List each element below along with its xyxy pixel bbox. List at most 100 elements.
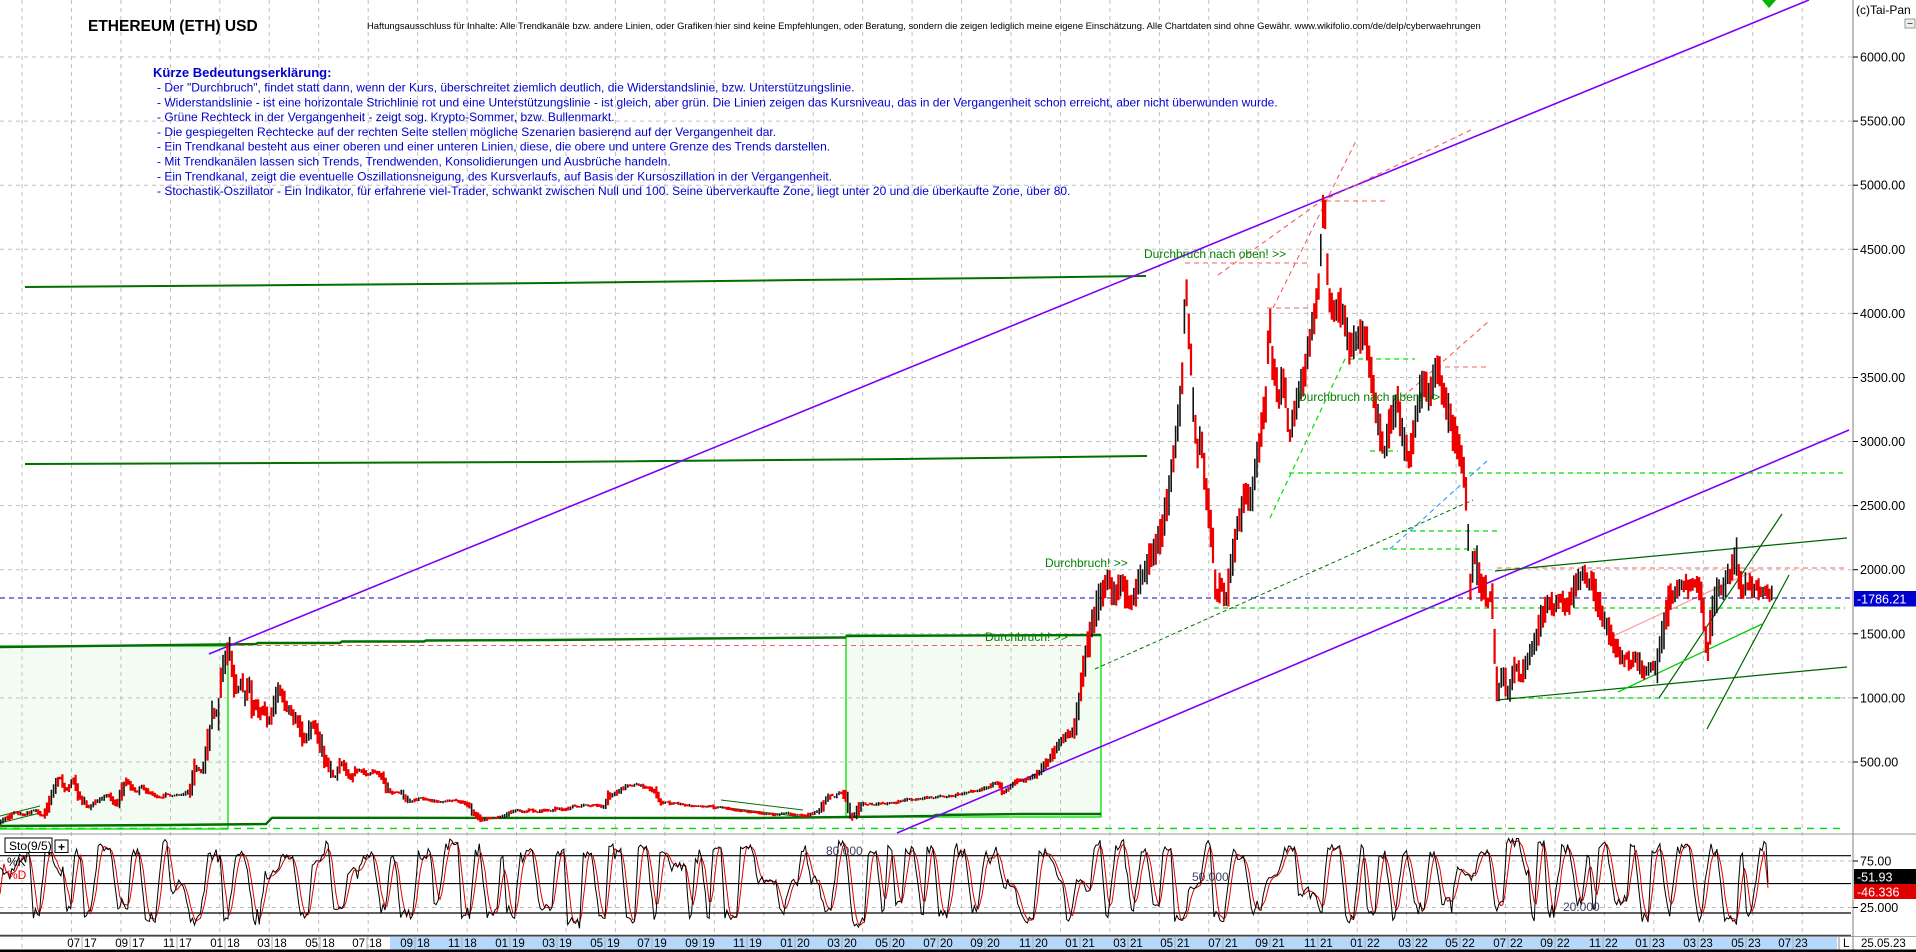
svg-text:L: L: [1843, 938, 1850, 950]
svg-text:4500.00: 4500.00: [1860, 243, 1905, 257]
svg-text:- Ein Trendkanal besteht aus e: - Ein Trendkanal besteht aus einer obere…: [157, 140, 830, 154]
svg-text:5500.00: 5500.00: [1860, 115, 1905, 129]
svg-text:03: 03: [1683, 938, 1696, 950]
svg-text:-51.93: -51.93: [1857, 871, 1892, 885]
svg-text:09: 09: [1255, 938, 1268, 950]
svg-text:- Stochastik-Oszillator - Ein: - Stochastik-Oszillator - Ein Indikator,…: [157, 184, 1070, 198]
svg-text:80.000: 80.000: [826, 844, 863, 858]
svg-text:05: 05: [1731, 938, 1744, 950]
svg-text:07: 07: [1493, 938, 1506, 950]
svg-text:- Ein Trendkanal, zeigt die ev: - Ein Trendkanal, zeigt die eventuelle O…: [157, 169, 832, 183]
svg-text:11: 11: [1589, 938, 1601, 950]
svg-text:20: 20: [844, 938, 857, 950]
svg-text:22: 22: [1415, 938, 1428, 950]
svg-text:11: 11: [448, 938, 460, 950]
svg-text:09: 09: [400, 938, 413, 950]
svg-text:23: 23: [1795, 938, 1808, 950]
svg-text:25.000: 25.000: [1860, 901, 1898, 915]
svg-text:- Mit Trendkanälen lassen sich: - Mit Trendkanälen lassen sich Trends, T…: [157, 155, 671, 169]
svg-text:18: 18: [369, 938, 382, 950]
svg-text:05: 05: [305, 938, 318, 950]
svg-text:21: 21: [1177, 938, 1190, 950]
svg-text:20: 20: [892, 938, 905, 950]
svg-text:Haftungsausschluss für Inhalte: Haftungsausschluss für Inhalte: Alle Tre…: [367, 20, 1481, 31]
svg-text:11: 11: [733, 938, 745, 950]
svg-text:3500.00: 3500.00: [1860, 371, 1905, 385]
svg-text:01: 01: [210, 938, 223, 950]
svg-text:05: 05: [1445, 938, 1458, 950]
svg-text:01: 01: [1350, 938, 1363, 950]
svg-text:2500.00: 2500.00: [1860, 499, 1905, 513]
svg-text:05: 05: [590, 938, 603, 950]
svg-text:- Die gespiegelten Rechtecke a: - Die gespiegelten Rechtecke auf der rec…: [157, 125, 776, 139]
svg-text:75.00: 75.00: [1860, 855, 1891, 869]
svg-text:17: 17: [84, 938, 97, 950]
svg-text:ETHEREUM (ETH) USD: ETHEREUM (ETH) USD: [88, 18, 258, 35]
svg-text:21: 21: [1082, 938, 1095, 950]
svg-text:19: 19: [559, 938, 572, 950]
svg-text:- Widerstandslinie - ist eine: - Widerstandslinie - ist eine horizontal…: [157, 95, 1278, 109]
svg-text:03: 03: [827, 938, 840, 950]
svg-text:- Grüne Rechteck in der Vergan: - Grüne Rechteck in der Vergangenheit - …: [157, 110, 615, 124]
svg-text:2000.00: 2000.00: [1860, 563, 1905, 577]
svg-text:22: 22: [1367, 938, 1380, 950]
svg-text:Sto(9/5): Sto(9/5): [9, 839, 52, 853]
svg-text:-46.336: -46.336: [1857, 886, 1899, 900]
svg-text:21: 21: [1272, 938, 1285, 950]
svg-text:07: 07: [923, 938, 936, 950]
svg-text:- Der "Durchbruch", findet sta: - Der "Durchbruch", findet statt dann, w…: [157, 81, 855, 95]
svg-text:3000.00: 3000.00: [1860, 435, 1905, 449]
svg-text:(c)Tai-Pan: (c)Tai-Pan: [1856, 3, 1911, 17]
svg-text:18: 18: [274, 938, 287, 950]
svg-text:20: 20: [797, 938, 810, 950]
svg-text:%K: %K: [7, 855, 26, 869]
svg-text:09: 09: [115, 938, 128, 950]
svg-text:01: 01: [1065, 938, 1078, 950]
svg-text:18: 18: [417, 938, 430, 950]
svg-text:09: 09: [970, 938, 983, 950]
svg-text:5000.00: 5000.00: [1860, 179, 1905, 193]
svg-text:Durchbruch! >>: Durchbruch! >>: [985, 630, 1068, 644]
svg-text:19: 19: [654, 938, 667, 950]
svg-text:23: 23: [1652, 938, 1665, 950]
svg-text:Durchbruch nach oben! >>: Durchbruch nach oben! >>: [1298, 390, 1440, 404]
svg-text:23: 23: [1748, 938, 1761, 950]
svg-text:22: 22: [1462, 938, 1475, 950]
svg-text:09: 09: [685, 938, 698, 950]
svg-text:17: 17: [132, 938, 145, 950]
svg-text:22: 22: [1557, 938, 1570, 950]
svg-text:4000.00: 4000.00: [1860, 307, 1905, 321]
svg-text:03: 03: [542, 938, 555, 950]
svg-text:21: 21: [1130, 938, 1143, 950]
svg-text:500.00: 500.00: [1860, 756, 1898, 770]
svg-text:Kürze Bedeutungserklärung:: Kürze Bedeutungserklärung:: [153, 65, 331, 80]
svg-text:07: 07: [352, 938, 365, 950]
svg-text:07: 07: [1208, 938, 1221, 950]
svg-text:01: 01: [780, 938, 793, 950]
svg-text:25.05.23: 25.05.23: [1861, 938, 1906, 950]
svg-text:07: 07: [67, 938, 80, 950]
svg-text:-1786.21: -1786.21: [1857, 593, 1906, 607]
svg-text:05: 05: [1160, 938, 1173, 950]
svg-text:21: 21: [1320, 938, 1333, 950]
svg-text:20.000: 20.000: [1563, 900, 1600, 914]
svg-text:22: 22: [1605, 938, 1618, 950]
svg-text:1000.00: 1000.00: [1860, 691, 1905, 705]
svg-text:11: 11: [1304, 938, 1316, 950]
svg-text:19: 19: [702, 938, 715, 950]
svg-text:Durchbruch nach oben! >>: Durchbruch nach oben! >>: [1144, 247, 1286, 261]
svg-text:20: 20: [1035, 938, 1048, 950]
svg-text:23: 23: [1700, 938, 1713, 950]
svg-text:01: 01: [1635, 938, 1648, 950]
svg-text:Durchbruch! >>: Durchbruch! >>: [1045, 556, 1128, 570]
svg-text:22: 22: [1510, 938, 1523, 950]
svg-text:03: 03: [1398, 938, 1411, 950]
svg-text:18: 18: [464, 938, 477, 950]
svg-text:6000.00: 6000.00: [1860, 51, 1905, 65]
svg-text:01: 01: [495, 938, 508, 950]
svg-text:07: 07: [1778, 938, 1791, 950]
svg-text:18: 18: [227, 938, 240, 950]
svg-text:50.000: 50.000: [1192, 870, 1229, 884]
svg-text:07: 07: [637, 938, 650, 950]
svg-text:+: +: [58, 840, 65, 854]
